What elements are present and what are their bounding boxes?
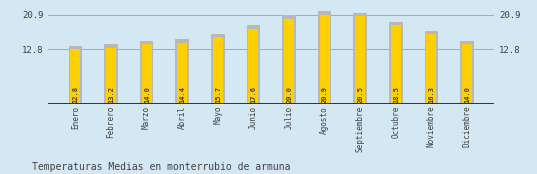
Bar — [142, 44, 151, 104]
Bar — [318, 11, 331, 104]
Bar — [391, 25, 401, 104]
Bar — [211, 34, 224, 104]
Bar — [177, 43, 187, 104]
Bar — [249, 29, 258, 104]
Bar — [70, 49, 81, 104]
Text: 20.9: 20.9 — [322, 86, 328, 103]
Text: 12.8: 12.8 — [72, 86, 79, 103]
Text: 15.7: 15.7 — [215, 86, 221, 103]
Text: 17.6: 17.6 — [251, 86, 257, 103]
Bar — [106, 48, 116, 104]
Text: 18.5: 18.5 — [393, 86, 399, 103]
Bar — [355, 16, 365, 104]
Text: 20.5: 20.5 — [358, 86, 364, 103]
Text: 13.2: 13.2 — [108, 86, 114, 103]
Bar — [353, 13, 367, 104]
Text: 14.4: 14.4 — [179, 86, 185, 103]
Text: 20.0: 20.0 — [286, 86, 292, 103]
Bar — [213, 37, 223, 104]
Text: 14.0: 14.0 — [144, 86, 150, 103]
Bar — [460, 41, 474, 104]
Bar — [246, 25, 260, 104]
Bar — [69, 46, 82, 104]
Bar — [284, 18, 294, 104]
Bar — [140, 41, 154, 104]
Bar — [425, 31, 438, 104]
Text: 14.0: 14.0 — [465, 86, 470, 103]
Bar — [462, 44, 472, 104]
Bar — [389, 22, 403, 104]
Bar — [282, 15, 296, 104]
Bar — [426, 34, 437, 104]
Bar — [176, 39, 189, 104]
Text: 16.3: 16.3 — [429, 86, 435, 103]
Bar — [104, 44, 118, 104]
Bar — [320, 15, 330, 104]
Text: Temperaturas Medias en monterrubio de armuna: Temperaturas Medias en monterrubio de ar… — [32, 162, 291, 172]
